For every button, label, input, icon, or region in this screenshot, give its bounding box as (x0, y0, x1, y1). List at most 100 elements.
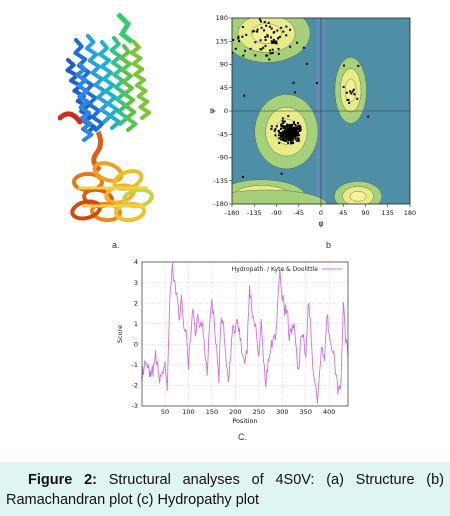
residue-point (287, 131, 290, 134)
residue-point (289, 28, 291, 31)
residue-point (290, 132, 293, 135)
residue-point (243, 94, 246, 97)
y-tick-label: -90 (217, 154, 228, 162)
residue-point (294, 124, 297, 127)
residue-point (343, 64, 345, 67)
y-tick-label: 0 (134, 340, 138, 348)
residue-point (293, 134, 295, 137)
panel-b-label: b (326, 240, 332, 250)
residue-point (237, 35, 240, 38)
x-tick-label: 150 (206, 408, 218, 416)
x-axis-label: Position (232, 417, 257, 425)
y-tick-label: -3 (132, 402, 138, 410)
residue-point (281, 120, 284, 123)
residue-point (265, 24, 268, 27)
residue-point (277, 52, 280, 55)
residue-point (287, 115, 290, 118)
region-beta (251, 23, 282, 44)
y-axis-label: ψ (210, 108, 216, 113)
residue-point (280, 172, 283, 175)
residue-point (244, 49, 246, 52)
residue-point (258, 18, 261, 21)
residue-point (291, 138, 294, 141)
residue-point (296, 130, 299, 133)
panel-c-label: C. (238, 432, 247, 442)
residue-point (259, 48, 262, 51)
residue-point (282, 130, 285, 133)
residue-point (263, 29, 265, 32)
residue-point (356, 97, 359, 100)
y-tick-label: 135 (216, 37, 228, 45)
residue-point (286, 137, 288, 140)
domain-coil (90, 201, 122, 223)
residue-point (285, 139, 288, 142)
residue-point (241, 26, 244, 28)
residue-point (280, 132, 283, 135)
residue-point (349, 90, 351, 93)
residue-point (271, 48, 274, 51)
x-tick-label: 400 (323, 408, 335, 416)
residue-point (253, 30, 256, 33)
x-tick-label: -45 (293, 209, 304, 217)
protein-structure-image (58, 12, 154, 223)
residue-point (293, 132, 296, 135)
residue-point (245, 33, 248, 36)
residue-point (232, 38, 235, 41)
x-tick-label: 300 (276, 408, 288, 416)
residue-point (350, 92, 353, 95)
x-tick-label: 250 (253, 408, 265, 416)
residue-point (293, 127, 296, 130)
helix (75, 62, 94, 142)
residue-point (286, 133, 289, 136)
residue-point (274, 134, 277, 137)
residue-point (268, 25, 271, 28)
residue-point (357, 64, 360, 67)
residue-point (282, 30, 285, 33)
residue-point (265, 54, 268, 57)
x-tick-label: 135 (382, 209, 394, 217)
helix (73, 38, 105, 132)
residue-point (283, 130, 286, 133)
residue-point (284, 132, 287, 135)
residue-point (282, 136, 285, 139)
residue-point (272, 31, 275, 34)
residue-point (353, 93, 356, 96)
residue-point (294, 129, 297, 132)
residue-point (297, 134, 300, 137)
residue-point (282, 122, 285, 124)
residue-point (285, 131, 288, 134)
y-tick-label: -135 (213, 177, 228, 185)
residue-point (286, 136, 289, 139)
residue-point (281, 139, 284, 142)
y-tick-label: -45 (217, 130, 228, 138)
residue-point (264, 36, 267, 39)
residue-point (278, 35, 281, 38)
residue-point (242, 54, 245, 57)
residue-point (269, 49, 272, 52)
ramachandran-plot: -180 -135 -90 -45 0 45 90 135 180 -180 -135 -90 -45 0… (210, 14, 416, 228)
residue-point (274, 128, 277, 131)
x-tick-label: 350 (300, 408, 312, 416)
residue-point (270, 36, 273, 39)
residue-point (267, 21, 270, 24)
residue-point (280, 134, 282, 137)
y-axis-label: Score (116, 325, 124, 343)
residue-point (275, 40, 278, 43)
x-tick-label: 0 (319, 209, 323, 217)
beta-strand (116, 12, 134, 44)
residue-point (256, 30, 259, 33)
figure-caption-text: Figure 2: Structural analyses of 4S0V: (… (6, 470, 444, 510)
x-axis-label: φ (318, 219, 323, 228)
residue-point (345, 91, 348, 94)
residue-point (278, 142, 281, 144)
y-tick-label: 90 (220, 61, 228, 69)
residue-point (277, 37, 279, 40)
residue-point (280, 127, 282, 130)
residue-point (291, 137, 293, 140)
residue-point (288, 124, 291, 127)
residue-point (281, 117, 284, 120)
residue-point (293, 122, 296, 125)
residue-point (286, 127, 289, 130)
residue-point (272, 38, 275, 41)
residue-point (254, 41, 257, 44)
